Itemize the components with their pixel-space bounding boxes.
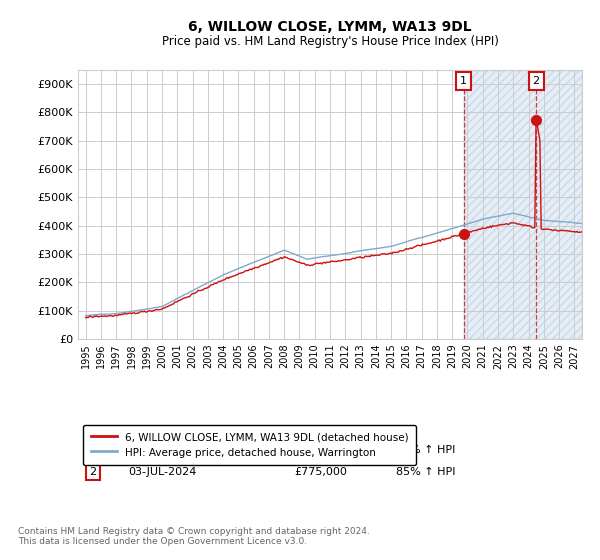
Text: £371,000: £371,000: [295, 445, 347, 455]
Text: 27-SEP-2019: 27-SEP-2019: [128, 445, 200, 455]
Text: 85% ↑ HPI: 85% ↑ HPI: [395, 467, 455, 477]
Text: 13% ↑ HPI: 13% ↑ HPI: [395, 445, 455, 455]
Text: 6, WILLOW CLOSE, LYMM, WA13 9DL: 6, WILLOW CLOSE, LYMM, WA13 9DL: [188, 20, 472, 34]
Text: £775,000: £775,000: [295, 467, 347, 477]
Bar: [464, 70, 582, 339]
Text: Price paid vs. HM Land Registry's House Price Index (HPI): Price paid vs. HM Land Registry's House …: [161, 35, 499, 48]
Text: 1: 1: [89, 445, 97, 455]
Text: 2: 2: [533, 76, 540, 86]
Text: 2: 2: [89, 467, 97, 477]
Text: Contains HM Land Registry data © Crown copyright and database right 2024.
This d: Contains HM Land Registry data © Crown c…: [18, 526, 370, 546]
Text: 1: 1: [460, 76, 467, 86]
Legend: 6, WILLOW CLOSE, LYMM, WA13 9DL (detached house), HPI: Average price, detached h: 6, WILLOW CLOSE, LYMM, WA13 9DL (detache…: [83, 424, 416, 465]
Text: 03-JUL-2024: 03-JUL-2024: [128, 467, 197, 477]
Bar: [464, 70, 582, 339]
